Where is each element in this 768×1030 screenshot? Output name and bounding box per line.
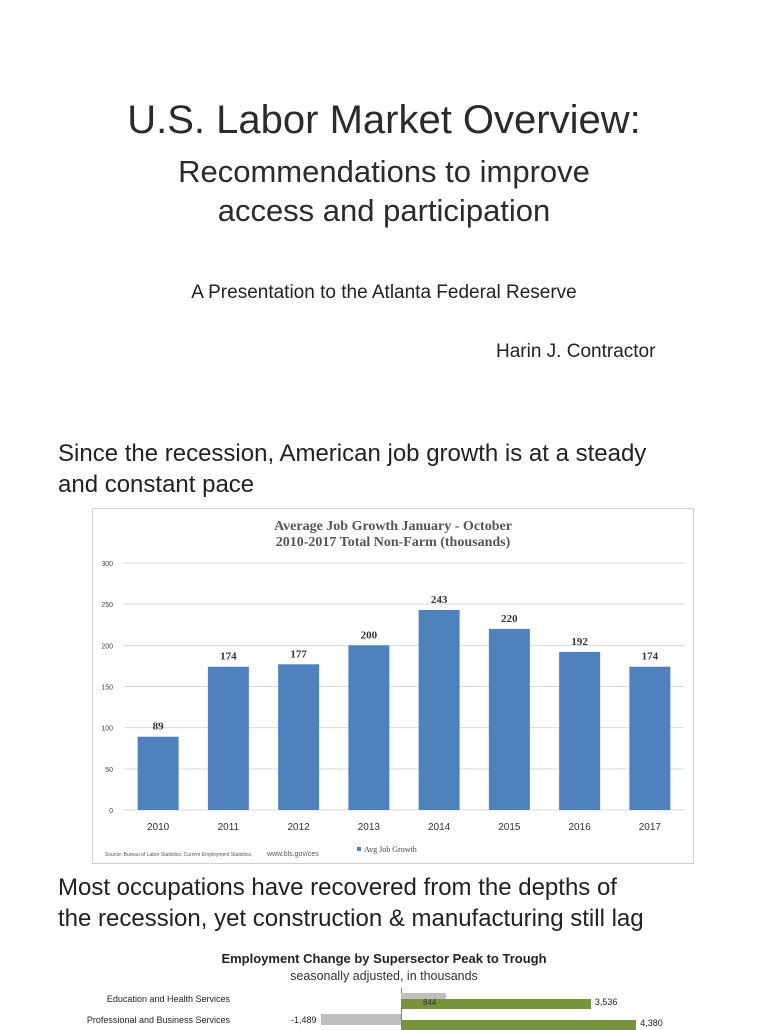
data-label: 243	[431, 594, 448, 606]
heading-line-2: and constant pace	[58, 471, 255, 498]
bar	[559, 651, 601, 810]
author-name: Harin J. Contractor	[496, 341, 656, 362]
bar	[348, 645, 390, 810]
recovery-heading: Most occupations have recovered from the…	[58, 872, 738, 934]
heading-line-1: Most occupations have recovered from the…	[58, 874, 617, 901]
recovery-bar	[401, 999, 591, 1009]
data-label: 200	[361, 629, 378, 641]
subtitle-line-2: access and participation	[217, 193, 551, 228]
chart-title-line-1: Average Job Growth January - October	[274, 519, 512, 534]
trough-bar	[401, 993, 447, 1004]
data-label: 174	[220, 651, 237, 663]
y-tick-label: 250	[101, 602, 113, 609]
data-label: 174	[642, 651, 659, 663]
bar	[137, 736, 179, 810]
bar	[488, 628, 530, 810]
recovery-bar	[401, 1020, 637, 1030]
sector-label: Education and Health Services	[106, 994, 230, 1004]
data-label: 220	[501, 613, 518, 625]
bar	[278, 664, 320, 810]
job-growth-chart: Average Job Growth January - October 201…	[92, 508, 694, 864]
job-growth-plot: 0 50 100 150 200 250 300 89 2010 174 2011 177 2012 20…	[101, 561, 685, 858]
trough-value: -1,489	[291, 1015, 317, 1025]
sector-label: Professional and Business Services	[86, 1015, 230, 1025]
source-url: www.bls.gov/ces	[266, 851, 319, 858]
trough-value: 844	[423, 998, 437, 1007]
legend-label: Avg Job Growth	[364, 845, 417, 854]
bar	[418, 609, 460, 810]
y-tick-label: 0	[109, 808, 113, 815]
presented-to-text: A Presentation to the Atlanta Federal Re…	[191, 282, 577, 303]
data-label: 177	[290, 648, 307, 660]
x-tick-label: 2014	[428, 822, 451, 833]
y-tick-label: 200	[101, 643, 113, 650]
bar	[207, 666, 249, 810]
recovery-value: 4,380	[640, 1018, 663, 1028]
x-tick-label: 2015	[498, 822, 521, 833]
x-tick-label: 2012	[288, 822, 311, 833]
title-slide: U.S. Labor Market Overview: Recommendati…	[0, 0, 768, 420]
presentation-title: U.S. Labor Market Overview:	[127, 98, 641, 142]
data-label: 89	[153, 721, 165, 733]
subtitle-line-1: Recommendations to improve	[178, 154, 590, 189]
recovery-value: 3,536	[594, 997, 618, 1007]
legend-swatch	[357, 847, 361, 851]
job-growth-heading: Since the recession, American job growth…	[58, 438, 738, 500]
source-note: Source: Bureau of Labor Statistics, Curr…	[105, 852, 252, 858]
chart-title: Average Job Growth January - October 201…	[93, 519, 693, 551]
supersector-chart-title: Employment Change by Supersector Peak to…	[221, 951, 547, 966]
data-label: 192	[571, 636, 588, 648]
heading-line-1: Since the recession, American job growth…	[58, 440, 647, 467]
trough-bar	[321, 1014, 401, 1025]
y-tick-label: 300	[101, 561, 113, 568]
x-tick-label: 2017	[639, 822, 662, 833]
y-tick-label: 100	[101, 726, 113, 733]
x-tick-label: 2010	[147, 822, 170, 833]
y-tick-label: 50	[105, 767, 113, 774]
chart-title-line-2: 2010-2017 Total Non-Farm (thousands)	[275, 535, 511, 550]
heading-line-2: the recession, yet construction & manufa…	[58, 905, 644, 932]
y-tick-label: 150	[101, 685, 113, 692]
x-tick-label: 2016	[569, 822, 592, 833]
supersector-chart-subtitle: seasonally adjusted, in thousands	[290, 969, 478, 983]
x-tick-label: 2011	[218, 822, 240, 833]
x-tick-label: 2013	[358, 822, 381, 833]
presentation-subtitle: Recommendations to improve access and pa…	[0, 152, 768, 230]
bar	[629, 666, 671, 810]
